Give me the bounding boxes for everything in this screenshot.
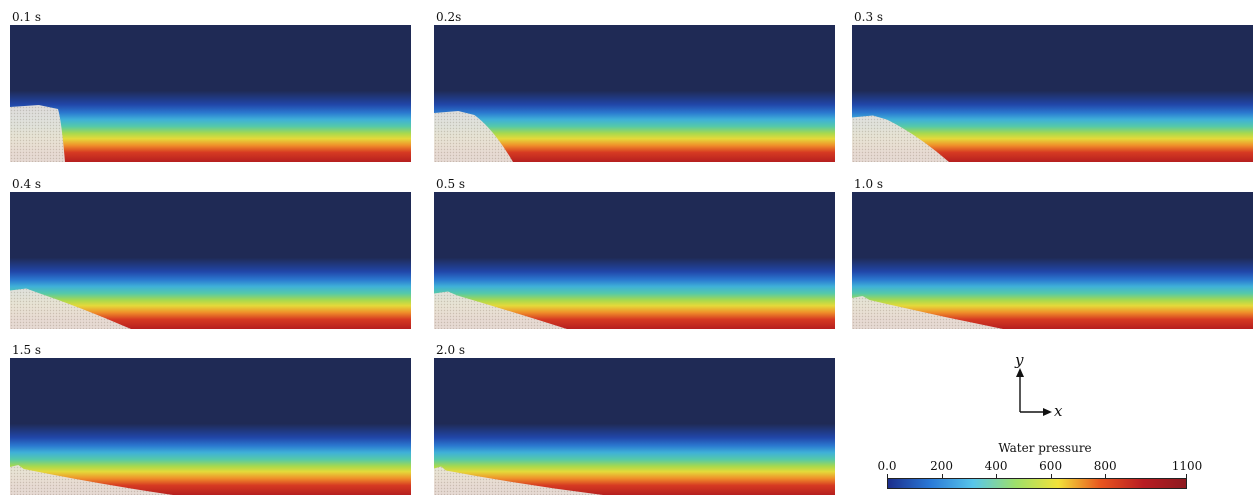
soil-column — [434, 466, 603, 495]
axis-y-arrowhead — [1016, 368, 1024, 377]
soil-column — [10, 465, 173, 495]
colorbar — [887, 478, 1187, 489]
panel-time-label: 0.5 s — [436, 177, 466, 191]
axis-y-label: y — [1014, 351, 1024, 369]
colorbar-tick-label: 600 — [1039, 459, 1063, 473]
panel-time-label: 0.3 s — [854, 10, 884, 24]
colorbar-title: Water pressure — [998, 441, 1092, 455]
colorbar-tick-label: 1100 — [1171, 459, 1203, 473]
water-pressure-field — [10, 192, 411, 329]
colorbar-tick-label: 0.0 — [877, 459, 897, 473]
water-pressure-field — [10, 25, 411, 162]
simulation-panel — [852, 192, 1253, 329]
soil-column — [10, 288, 131, 329]
soil-column — [434, 111, 513, 162]
simulation-panel — [434, 192, 835, 329]
colorbar-tick-mark — [887, 474, 888, 479]
colorbar-tick-mark — [996, 474, 998, 479]
panel-time-label: 0.1 s — [12, 10, 42, 24]
simulation-panel — [10, 192, 411, 329]
water-pressure-field — [434, 192, 835, 329]
simulation-panel — [434, 25, 835, 162]
water-pressure-field — [434, 358, 835, 495]
simulation-panel — [434, 358, 835, 495]
simulation-panel — [10, 25, 411, 162]
panel-time-label: 0.2s — [436, 10, 462, 24]
soil-column — [10, 105, 65, 162]
colorbar-tick-label: 400 — [984, 459, 1008, 473]
soil-column — [434, 291, 567, 329]
water-pressure-field — [852, 192, 1253, 329]
axes-indicator: y x — [1014, 351, 1063, 416]
panel-time-label: 2.0 s — [436, 343, 466, 357]
panel-time-label: 0.4 s — [12, 177, 42, 191]
colorbar-tick-mark — [941, 474, 943, 479]
soil-column — [852, 296, 1003, 329]
axis-x-arrowhead — [1043, 408, 1052, 416]
panel-time-label: 1.0 s — [854, 177, 884, 191]
soil-column — [852, 115, 949, 162]
colorbar-tick-label: 200 — [930, 459, 953, 473]
water-pressure-field — [434, 25, 835, 162]
simulation-panel — [10, 358, 411, 495]
colorbar-tick-mark — [1186, 474, 1187, 479]
colorbar-tick-mark — [1050, 474, 1052, 479]
water-pressure-field — [10, 358, 411, 495]
panel-time-label: 1.5 s — [12, 343, 42, 357]
colorbar-tick-label: 800 — [1093, 459, 1117, 473]
axis-x-label: x — [1054, 402, 1063, 416]
colorbar-tick-mark — [1105, 474, 1107, 479]
simulation-panel — [852, 25, 1253, 162]
